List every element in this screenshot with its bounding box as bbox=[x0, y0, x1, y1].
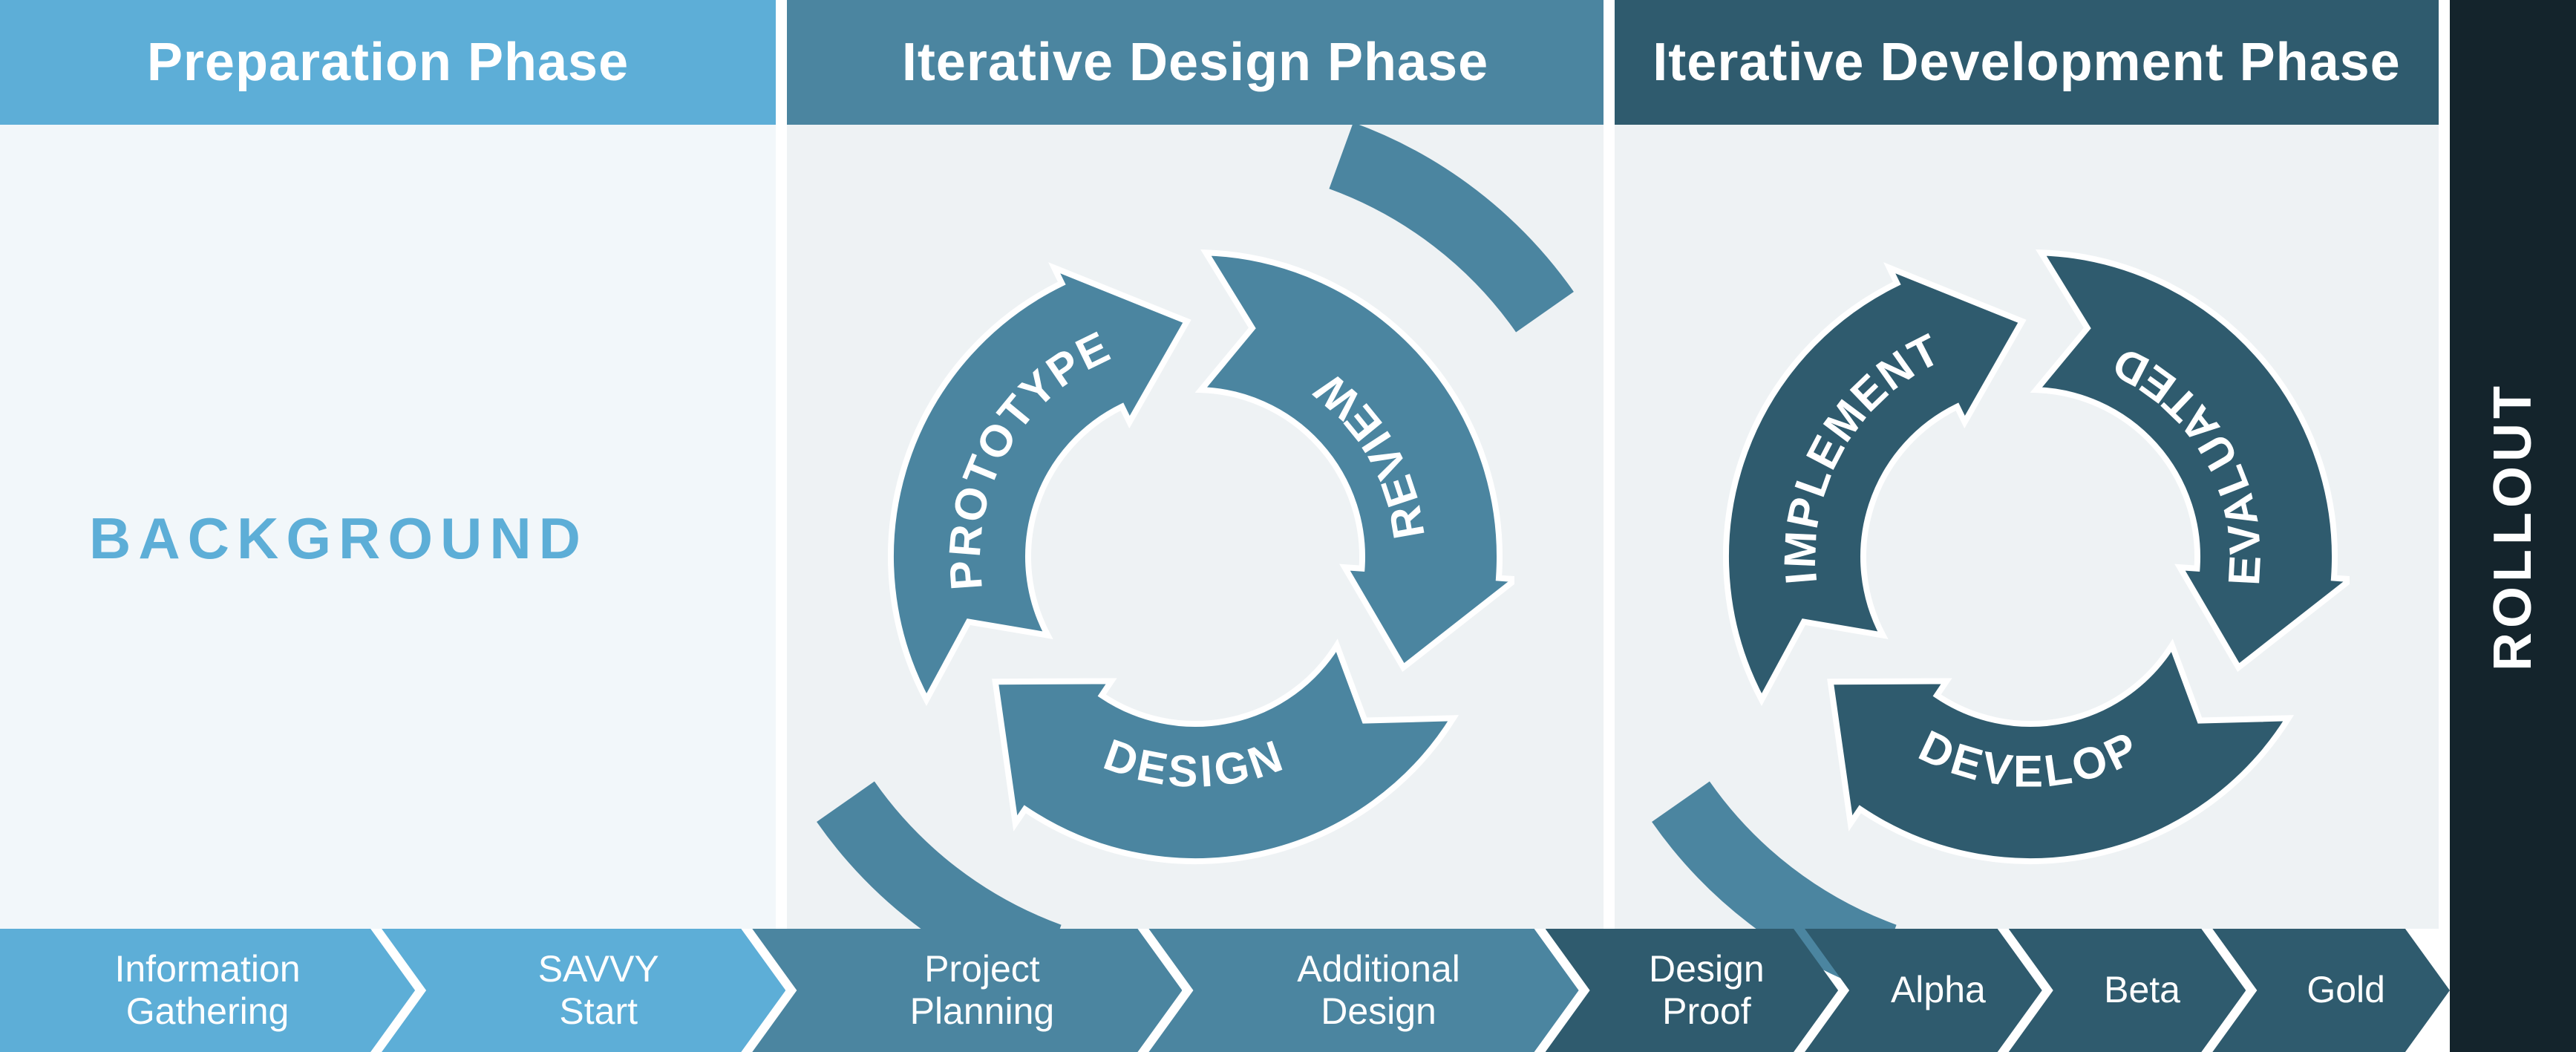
chevron-label: Project Planning bbox=[910, 948, 1055, 1033]
cycle-segment bbox=[1201, 252, 1514, 667]
cycle-segment bbox=[1726, 268, 2022, 700]
chevron-step: Gold bbox=[2212, 929, 2450, 1052]
chevron-step: Project Planning bbox=[752, 929, 1182, 1052]
process-diagram: Preparation Phase Iterative Design Phase… bbox=[0, 0, 2576, 1052]
chevron-step: Beta bbox=[2009, 929, 2246, 1052]
chevron-step: Alpha bbox=[1805, 929, 2042, 1052]
chevron-label: SAVVY Start bbox=[538, 948, 659, 1033]
chevron-label: Design Proof bbox=[1649, 948, 1765, 1033]
chevron-step: Additional Design bbox=[1148, 929, 1578, 1052]
chevron-label: Additional Design bbox=[1297, 948, 1460, 1033]
chevron-label: Information Gathering bbox=[114, 948, 300, 1033]
chevron-strip: Information Gathering SAVVY Start Project … bbox=[0, 929, 2450, 1052]
cycle-segment bbox=[891, 268, 1187, 700]
chevron-step: SAVVY Start bbox=[382, 929, 785, 1052]
development-cycle: IMPLEMENTEVALUATEDDEVELOP bbox=[1711, 238, 2350, 876]
design-cycle: PROTOTYPEREVIEWDESIGN bbox=[876, 238, 1514, 876]
chevron-label: Gold bbox=[2307, 969, 2385, 1012]
chevron-label: Alpha bbox=[1891, 969, 1986, 1012]
rollout-sidebar: ROLLOUT bbox=[2450, 0, 2576, 1052]
chevron-label: Beta bbox=[2104, 969, 2180, 1012]
rollout-label: ROLLOUT bbox=[2482, 382, 2543, 671]
chevron-step: Design Proof bbox=[1546, 929, 1838, 1052]
chevron-step: Information Gathering bbox=[0, 929, 415, 1052]
cycle-segment bbox=[2036, 252, 2350, 667]
